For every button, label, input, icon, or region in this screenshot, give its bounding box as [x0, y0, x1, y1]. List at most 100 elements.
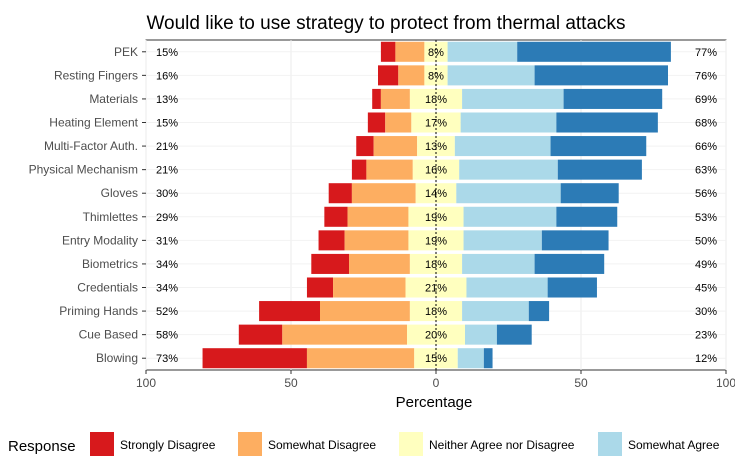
left-pct-label: 21% — [156, 141, 178, 153]
legend-label-neither-agree-nor-disagree: Neither Agree nor Disagree — [429, 438, 575, 452]
right-pct-label: 12% — [695, 353, 717, 365]
bar-strongly-agree — [563, 88, 663, 109]
bar-somewhat-disagree — [395, 41, 425, 62]
bar-somewhat-agree — [459, 159, 558, 180]
bar-strongly-disagree — [311, 253, 349, 274]
left-pct-label: 21% — [156, 165, 178, 177]
category-label: Physical Mechanism — [29, 163, 138, 177]
category-label: Blowing — [96, 351, 138, 365]
bar-neither-agree-nor-disagree — [417, 136, 455, 157]
bar-strongly-agree — [556, 206, 618, 227]
x-tick-label: 100 — [136, 376, 156, 390]
bar-strongly-disagree — [367, 112, 386, 133]
bar-strongly-disagree — [328, 183, 352, 204]
bar-strongly-disagree — [380, 41, 396, 62]
right-pct-label: 69% — [695, 94, 717, 106]
bar-somewhat-agree — [462, 88, 564, 109]
category-label: Heating Element — [49, 116, 138, 130]
category-label: Materials — [89, 92, 138, 106]
x-axis: 100 50 0 50 100 — [136, 370, 735, 390]
legend-label-somewhat-agree: Somewhat Agree — [628, 438, 720, 452]
left-pct-label: 13% — [156, 94, 178, 106]
right-pct-label: 76% — [695, 70, 717, 82]
left-pct-label: 52% — [156, 306, 178, 318]
center-pct-label: 18% — [425, 306, 447, 318]
bar-somewhat-agree — [462, 301, 529, 322]
category-label: Multi-Factor Auth. — [44, 139, 138, 153]
bar-strongly-agree — [496, 324, 532, 345]
bar-strongly-agree — [517, 41, 671, 62]
legend-swatch-somewhat-disagree — [238, 432, 262, 456]
bar-neither-agree-nor-disagree — [424, 41, 448, 62]
legend-label-strongly-disagree: Strongly Disagree — [120, 438, 216, 452]
center-pct-label: 18% — [425, 259, 447, 271]
left-pct-label: 15% — [156, 118, 178, 130]
bar-somewhat-disagree — [398, 65, 425, 86]
bar-neither-agree-nor-disagree — [407, 324, 465, 345]
bar-somewhat-disagree — [385, 112, 412, 133]
center-pct-label: 19% — [425, 235, 447, 247]
left-pct-label: 73% — [156, 353, 178, 365]
right-pct-label: 49% — [695, 259, 717, 271]
bar-neither-agree-nor-disagree — [411, 112, 461, 133]
bar-strongly-disagree — [259, 301, 320, 322]
bar-somewhat-agree — [463, 206, 557, 227]
right-pct-label: 56% — [695, 188, 717, 200]
category-label: PEK — [114, 45, 138, 59]
left-pct-label: 15% — [156, 47, 178, 59]
center-pct-label: 14% — [425, 188, 447, 200]
bar-strongly-disagree — [324, 206, 348, 227]
center-pct-label: 17% — [425, 118, 447, 130]
left-pct-label: 30% — [156, 188, 178, 200]
bar-somewhat-agree — [460, 112, 557, 133]
category-label: Credentials — [77, 281, 138, 295]
bar-somewhat-disagree — [366, 159, 413, 180]
bar-somewhat-agree — [456, 183, 561, 204]
left-pct-label: 31% — [156, 235, 178, 247]
bar-neither-agree-nor-disagree — [409, 301, 463, 322]
center-pct-label: 16% — [425, 165, 447, 177]
right-pct-label: 68% — [695, 118, 717, 130]
legend: Response Strongly Disagree Somewhat Disag… — [8, 432, 720, 456]
bar-somewhat-disagree — [306, 348, 415, 369]
bar-neither-agree-nor-disagree — [409, 253, 463, 274]
left-pct-label: 58% — [156, 330, 178, 342]
bar-somewhat-agree — [463, 230, 542, 251]
bar-strongly-disagree — [378, 65, 399, 86]
category-label: Cue Based — [79, 328, 138, 342]
bar-somewhat-disagree — [344, 230, 409, 251]
legend-label-somewhat-disagree: Somewhat Disagree — [268, 438, 376, 452]
right-pct-label: 50% — [695, 235, 717, 247]
category-label: Biometrics — [82, 257, 138, 271]
bar-somewhat-agree — [465, 324, 497, 345]
bar-neither-agree-nor-disagree — [424, 65, 448, 86]
bars-layer — [202, 41, 671, 369]
bar-strongly-disagree — [306, 277, 334, 298]
bar-somewhat-disagree — [282, 324, 407, 345]
bar-strongly-disagree — [356, 136, 374, 157]
bar-neither-agree-nor-disagree — [409, 88, 463, 109]
x-tick-label: 100 — [716, 376, 735, 390]
chart-title: Would like to use strategy to protect fr… — [146, 13, 625, 34]
bar-strongly-agree — [556, 112, 658, 133]
right-pct-label: 77% — [695, 47, 717, 59]
category-label: Entry Modality — [62, 233, 138, 247]
category-axis: PEK Resting Fingers Materials Heating Eleme… — [29, 45, 146, 365]
left-pct-label: 16% — [156, 70, 178, 82]
center-pct-label: 8% — [428, 70, 444, 82]
bar-strongly-agree — [547, 277, 597, 298]
bar-somewhat-agree — [462, 253, 535, 274]
center-pct-label: 19% — [425, 212, 447, 224]
left-pct-label: 34% — [156, 283, 178, 295]
legend-title: Response — [8, 438, 76, 455]
bar-neither-agree-nor-disagree — [405, 277, 467, 298]
bar-strongly-disagree — [238, 324, 283, 345]
bar-strongly-agree — [550, 136, 647, 157]
category-label: Resting Fingers — [54, 68, 138, 82]
bar-somewhat-disagree — [373, 136, 418, 157]
bar-neither-agree-nor-disagree — [414, 348, 458, 369]
bar-strongly-agree — [557, 159, 642, 180]
right-pct-label: 53% — [695, 212, 717, 224]
center-pct-label: 8% — [428, 47, 444, 59]
